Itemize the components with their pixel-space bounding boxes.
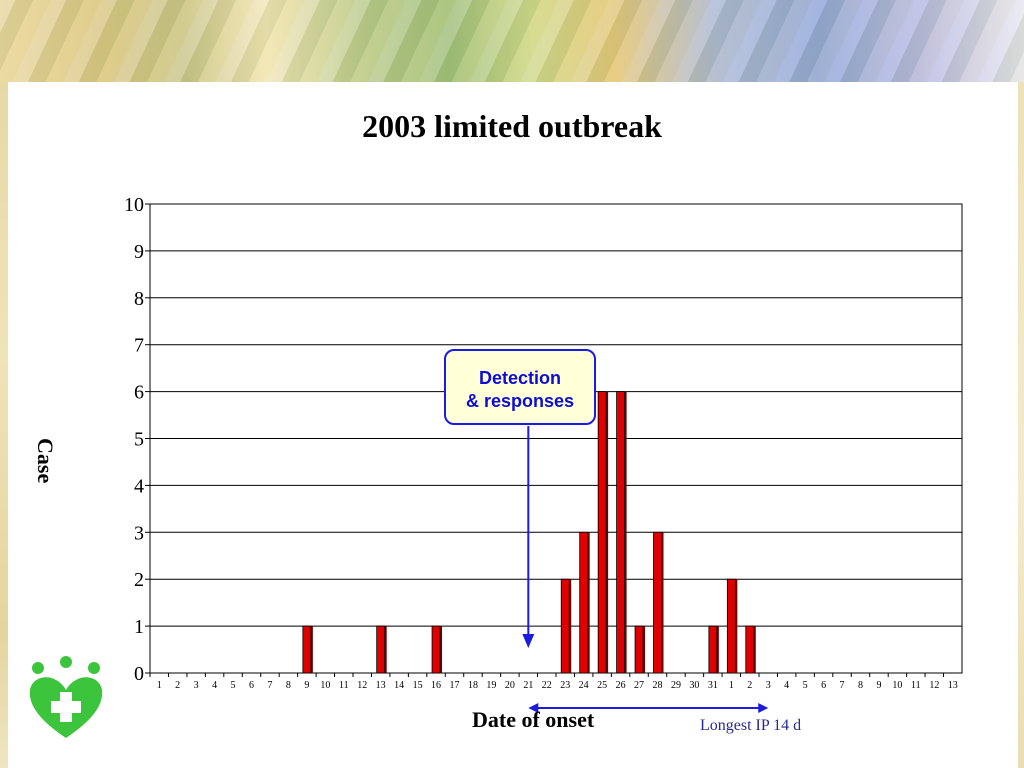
x-tick-label: 6 (249, 680, 254, 691)
y-tick-label: 10 (124, 194, 144, 216)
x-tick-label: 4 (784, 680, 789, 691)
x-tick-label: 13 (948, 680, 958, 691)
x-tick-label: 17 (450, 680, 460, 691)
y-tick-label: 3 (134, 522, 144, 544)
bar (616, 391, 625, 674)
x-tick-label: 8 (286, 680, 291, 691)
bar (597, 391, 607, 674)
y-tick-label: 1 (134, 616, 144, 638)
bar (376, 625, 386, 674)
x-tick-label: 14 (394, 680, 404, 691)
x-tick-label: 11 (339, 680, 349, 691)
y-tick-label: 9 (134, 241, 144, 263)
x-tick-label: 1 (157, 680, 162, 691)
incubation-period-label: Longest IP 14 d (700, 717, 802, 734)
y-tick-label: 0 (134, 663, 144, 685)
x-tick-label: 25 (597, 680, 607, 691)
x-tick-label: 2 (175, 680, 180, 691)
bar (560, 578, 570, 674)
health-logo-icon (29, 656, 103, 738)
x-axis-label: Date of onset (472, 707, 595, 732)
x-tick-label: 19 (486, 680, 496, 691)
x-tick-label: 16 (431, 680, 441, 691)
header-banner-texture (0, 0, 1024, 82)
bar (634, 625, 644, 674)
callout-line-2: & responses (465, 391, 575, 411)
x-tick-label: 5 (231, 680, 236, 691)
x-tick-label: 12 (357, 680, 367, 691)
y-tick-label: 6 (134, 382, 144, 404)
x-tick-label: 6 (821, 680, 826, 691)
detection-arrowhead (522, 634, 535, 648)
x-tick-label: 29 (671, 680, 681, 691)
x-tick-label: 3 (766, 680, 771, 691)
x-tick-label: 7 (267, 680, 272, 691)
x-tick-label: 10 (892, 680, 902, 691)
ip-arrowhead-right (758, 703, 769, 713)
callout-line-1: Detection (478, 368, 561, 388)
x-tick-label: 2 (747, 680, 752, 691)
x-tick-label: 7 (840, 680, 845, 691)
x-tick-label: 18 (468, 680, 478, 691)
detection-callout: Detection & responses (444, 349, 596, 425)
bar (579, 531, 589, 674)
x-tick-label: 15 (413, 680, 423, 691)
ip-arrowhead-left (528, 703, 539, 713)
x-tick-label: 10 (320, 680, 330, 691)
x-tick-label: 27 (634, 680, 644, 691)
y-tick-label: 7 (134, 335, 144, 357)
x-tick-label: 9 (304, 680, 309, 691)
x-tick-label: 11 (911, 680, 921, 691)
x-tick-label: 1 (729, 680, 734, 691)
bar (745, 625, 755, 674)
x-tick-label: 22 (542, 680, 552, 691)
x-tick-label: 21 (523, 680, 533, 691)
x-tick-label: 24 (579, 680, 589, 691)
x-tick-label: 5 (803, 680, 808, 691)
bar (653, 531, 662, 674)
bar (726, 578, 736, 674)
x-tick-label: 20 (505, 680, 515, 691)
header-banner (0, 0, 1024, 82)
left-border-strip (0, 82, 8, 768)
x-tick-label: 28 (653, 680, 663, 691)
bar (431, 625, 441, 674)
x-tick-label: 8 (858, 680, 863, 691)
x-tick-label: 12 (929, 680, 939, 691)
chart-title: 2003 limited outbreak (362, 108, 662, 144)
y-axis-label: Case (33, 438, 58, 484)
bar (708, 625, 718, 674)
x-tick-label: 4 (212, 680, 217, 691)
x-tick-label: 26 (616, 680, 626, 691)
x-tick-label: 13 (376, 680, 386, 691)
x-tick-label: 9 (876, 680, 881, 691)
x-tick-label: 30 (689, 680, 699, 691)
x-tick-label: 23 (560, 680, 570, 691)
bar (302, 625, 312, 674)
y-tick-label: 2 (134, 569, 144, 591)
right-border-strip (1018, 82, 1024, 768)
x-tick-label: 3 (194, 680, 199, 691)
y-tick-label: 4 (134, 475, 144, 497)
y-tick-label: 8 (134, 288, 144, 310)
y-tick-label: 5 (134, 429, 144, 451)
x-tick-label: 31 (708, 680, 718, 691)
